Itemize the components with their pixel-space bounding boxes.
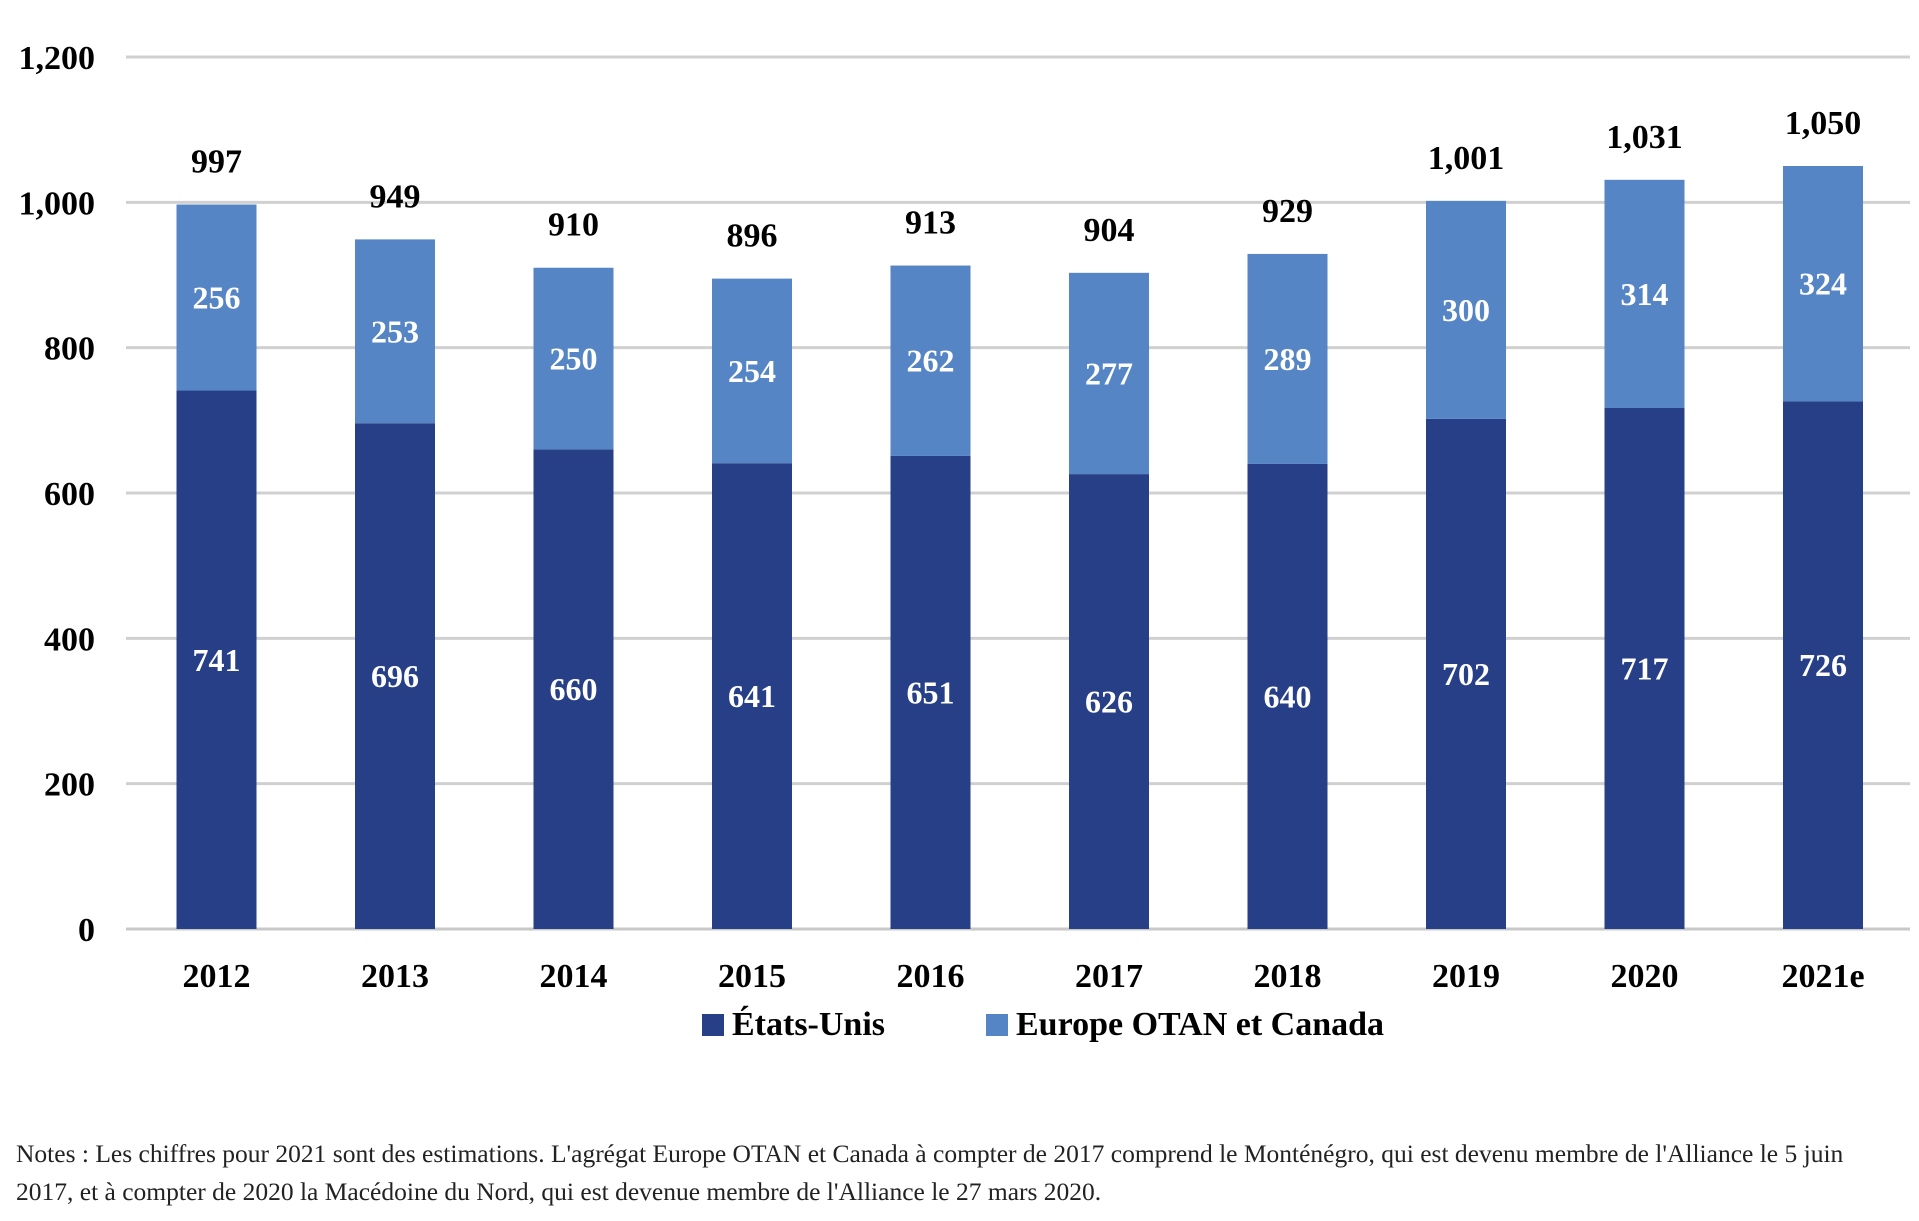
bar-value-label: 314: [1621, 276, 1669, 312]
y-tick-label: 200: [44, 767, 95, 804]
legend-item-etats-unis: États-Unis: [702, 1006, 885, 1043]
bar-segment-europe-canada: [712, 278, 792, 464]
bar-segment-etats-unis: [712, 463, 792, 929]
bar-total-label: 1,031: [1606, 119, 1683, 156]
legend-item-europe-canada: Europe OTAN et Canada: [986, 1006, 1384, 1043]
bar-value-label: 324: [1799, 266, 1847, 302]
bar-segment-europe-canada: [176, 204, 257, 391]
bar-value-label: 741: [193, 642, 241, 678]
chart-notes: Notes : Les chiffres pour 2021 sont des …: [16, 1139, 1844, 1206]
bar-total-label: 997: [191, 144, 242, 181]
bar-value-label: 660: [550, 671, 598, 707]
bar-total-label: 896: [727, 218, 778, 255]
legend-swatch: [702, 1014, 724, 1036]
bar-segment-etats-unis: [1069, 474, 1149, 929]
legend: États-Unis Europe OTAN et Canada: [702, 1006, 1384, 1043]
bar-value-label: 702: [1442, 656, 1490, 692]
y-tick-label: 600: [44, 476, 95, 513]
total-labels: 997 949 910 896 913 904 929 1,001 1,031 1,050: [191, 105, 1861, 255]
bar-segment-etats-unis: [355, 423, 435, 929]
y-tick-label: 0: [78, 912, 95, 949]
bar-total-label: 1,001: [1428, 140, 1505, 177]
bar-value-label: 696: [371, 658, 419, 694]
bar-total-label: 949: [370, 178, 421, 215]
bar-segment-etats-unis: [1783, 401, 1863, 929]
bar-segment-europe-canada: [1783, 166, 1863, 402]
bar-value-label: 277: [1085, 355, 1133, 391]
bar-segment-europe-canada: [533, 267, 614, 450]
bar-value-label: 640: [1264, 678, 1312, 714]
x-tick-label: 2012: [183, 958, 251, 995]
y-tick-label: 800: [44, 331, 95, 368]
bar-total-label: 910: [548, 207, 599, 244]
bar-total-label: 929: [1262, 193, 1313, 230]
bar-value-label: 726: [1799, 647, 1847, 683]
x-tick-label: 2019: [1432, 958, 1500, 995]
x-axis-tick-labels: 2012 2013 2014 2015 2016 2017 2018 2019 2020 2021…: [183, 958, 1865, 995]
bar-value-label: 256: [193, 280, 241, 316]
bar-value-label: 254: [728, 353, 776, 389]
x-tick-label: 2021e: [1781, 958, 1864, 995]
legend-swatch: [986, 1014, 1008, 1036]
legend-label: États-Unis: [732, 1006, 885, 1043]
bar-value-label: 717: [1621, 650, 1669, 686]
bar-value-label: 626: [1085, 684, 1133, 720]
bar-value-label: 253: [371, 313, 419, 349]
bar-value-label: 289: [1264, 341, 1312, 377]
bar-segment-europe-canada: [355, 239, 435, 424]
x-tick-label: 2018: [1254, 958, 1322, 995]
bars: 741 256 696 253 660 250 641 254 651 262 626 277 640 2…: [176, 166, 1863, 930]
bar-segment-etats-unis: [1426, 418, 1506, 929]
y-tick-label: 1,200: [19, 40, 96, 77]
legend-label: Europe OTAN et Canada: [1016, 1006, 1384, 1043]
bar-value-label: 641: [728, 678, 776, 714]
bar-segment-europe-canada: [1069, 272, 1149, 475]
x-tick-label: 2016: [897, 958, 965, 995]
bar-segment-europe-canada: [890, 265, 971, 456]
x-tick-label: 2020: [1611, 958, 1679, 995]
y-tick-label: 400: [44, 621, 95, 658]
bar-segment-etats-unis: [1247, 463, 1328, 929]
bar-segment-etats-unis: [890, 455, 971, 929]
x-tick-label: 2015: [718, 958, 786, 995]
bar-total-label: 1,050: [1785, 105, 1862, 142]
bar-segment-europe-canada: [1426, 200, 1506, 419]
bar-value-label: 262: [907, 343, 955, 379]
bar-segment-etats-unis: [533, 449, 614, 929]
x-tick-label: 2017: [1075, 958, 1143, 995]
bar-total-label: 913: [905, 205, 956, 242]
bar-segment-etats-unis: [1604, 407, 1685, 930]
bar-value-label: 300: [1442, 292, 1490, 328]
bar-value-label: 250: [550, 341, 598, 377]
y-tick-label: 1,000: [19, 185, 96, 222]
x-tick-label: 2013: [361, 958, 429, 995]
bar-segment-europe-canada: [1247, 253, 1328, 464]
x-tick-label: 2014: [540, 958, 608, 995]
bar-segment-europe-canada: [1604, 179, 1685, 408]
bar-segment-etats-unis: [176, 390, 257, 929]
bar-value-label: 651: [907, 674, 955, 710]
bar-total-label: 904: [1084, 212, 1135, 249]
y-axis-tick-labels: 0 200 400 600 800 1,000 1,200: [19, 40, 96, 949]
stacked-bar-chart: 0 200 400 600 800 1,000 1,200 741 256 696 253 660 2…: [19, 40, 1910, 1043]
